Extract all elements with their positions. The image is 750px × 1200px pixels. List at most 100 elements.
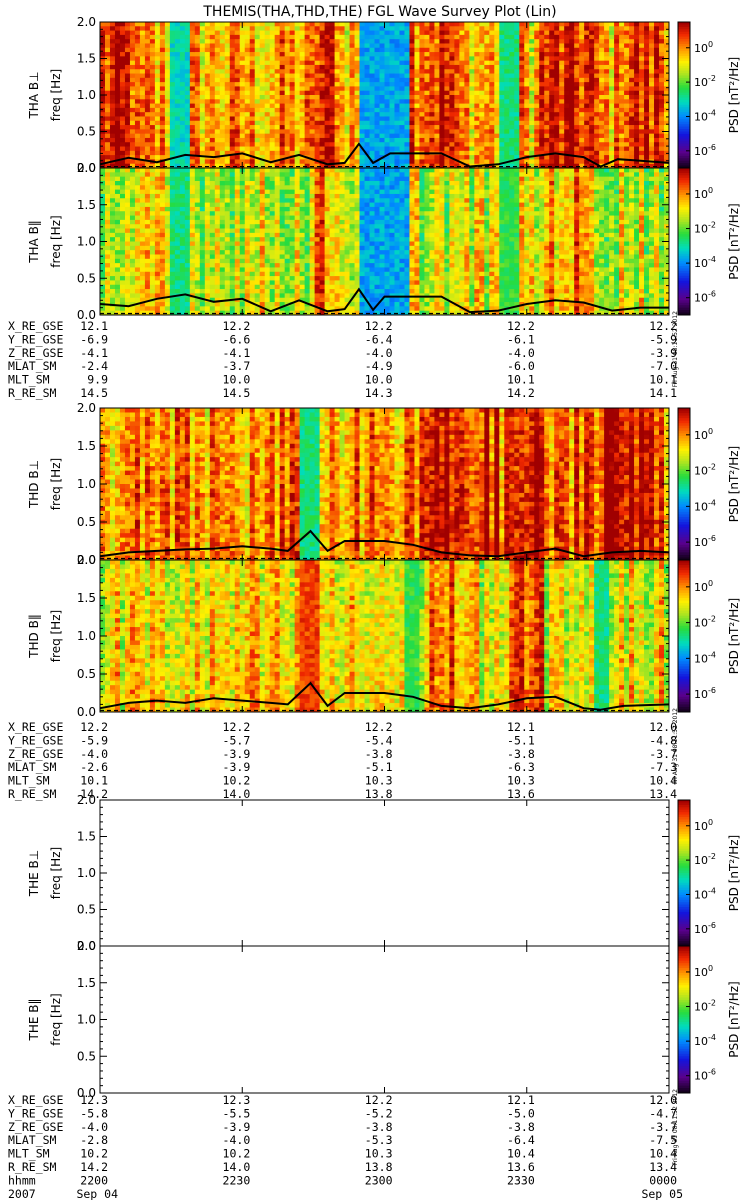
spectrogram-cell — [109, 293, 116, 299]
spectrogram-cell — [624, 142, 630, 147]
spectrogram-cell — [654, 137, 660, 143]
spectrogram-cell — [374, 99, 380, 104]
spectrogram-cell — [339, 103, 345, 109]
spectrogram-cell — [449, 64, 455, 70]
spectrogram-cell — [129, 73, 136, 79]
spectrogram-cell — [129, 120, 136, 126]
spectrogram-cell — [494, 137, 500, 143]
spectrogram-cell — [449, 95, 455, 100]
spectrogram-cell — [174, 112, 181, 117]
spectrogram-cell — [239, 39, 246, 44]
spectrogram-cell — [294, 39, 301, 44]
spectrogram-cell — [159, 137, 166, 143]
spectrogram-cell — [294, 77, 301, 83]
spectrogram-cell — [654, 26, 660, 31]
spectrogram-cell — [234, 146, 241, 152]
spectrogram-cell — [449, 52, 455, 57]
spectrogram-cell — [434, 22, 440, 27]
spectrogram-cell — [234, 163, 241, 169]
spectrogram-cell — [219, 34, 226, 40]
spectrogram-cell — [309, 69, 316, 74]
spectrogram-cell — [349, 73, 355, 79]
spectrogram-cell — [644, 56, 650, 62]
spectrogram-cell — [369, 47, 375, 53]
spectrogram-cell — [654, 43, 660, 49]
spectrogram-cell — [119, 52, 126, 57]
spectrogram-cell — [179, 163, 186, 169]
spectrogram-cell — [399, 52, 405, 57]
spectrogram-cell — [624, 146, 630, 152]
spectrogram-cell — [184, 267, 191, 273]
spectrogram-cell — [404, 103, 410, 109]
spectrogram-cell — [419, 112, 425, 117]
spectrogram-cell — [224, 258, 231, 264]
spectrogram-cell — [594, 107, 600, 113]
spectrogram-cell — [354, 155, 360, 160]
spectrogram-cell — [324, 107, 330, 113]
spectrogram-cell — [204, 245, 211, 251]
spectrogram-cell — [234, 39, 241, 44]
spectrogram-cell — [459, 142, 465, 147]
spectrogram-cell — [139, 146, 146, 152]
spectrogram-cell — [584, 95, 590, 100]
spectrogram-cell — [444, 86, 450, 92]
spectrogram-cell — [149, 150, 156, 156]
spectrogram-cell — [234, 211, 241, 216]
spectrogram-cell — [329, 137, 335, 143]
spectrogram-cell — [449, 47, 455, 53]
spectrogram-cell — [469, 95, 475, 100]
spectrogram-cell — [224, 271, 231, 277]
spectrogram-cell — [489, 146, 495, 152]
spectrogram-cell — [479, 60, 485, 66]
spectrogram-cell — [404, 39, 410, 44]
spectrogram-cell — [504, 64, 510, 70]
spectrogram-cell — [524, 150, 530, 156]
spectrogram-cell — [199, 289, 206, 294]
spectrogram-cell — [304, 116, 311, 122]
colorbar-segment — [678, 119, 690, 123]
spectrogram-cell — [484, 125, 490, 130]
spectrogram-cell — [504, 99, 510, 104]
spectrogram-cell — [219, 129, 226, 135]
spectrogram-cell — [134, 43, 141, 49]
spectrogram-cell — [324, 116, 330, 122]
spectrogram-cell — [149, 232, 156, 238]
spectrogram-cell — [559, 86, 565, 92]
spectrogram-cell — [109, 185, 116, 191]
spectrogram-cell — [100, 64, 106, 70]
spectrogram-cell — [109, 280, 116, 286]
spectrogram-cell — [114, 271, 121, 277]
spectrogram-cell — [509, 107, 515, 113]
spectrogram-cell — [249, 64, 256, 70]
spectrogram-cell — [159, 69, 166, 74]
spectrogram-cell — [574, 69, 580, 74]
spectrogram-cell — [164, 69, 171, 74]
spectrogram-cell — [124, 206, 131, 212]
spectrogram-cell — [169, 280, 176, 286]
spectrogram-cell — [469, 34, 475, 40]
spectrogram-cell — [554, 43, 560, 49]
spectrogram-cell — [219, 150, 226, 156]
spectrogram-cell — [524, 86, 530, 92]
spectrogram-cell — [194, 224, 201, 229]
spectrogram-cell — [289, 64, 296, 70]
spectrogram-cell — [279, 56, 286, 62]
spectrogram-cell — [164, 302, 171, 307]
spectrogram-cell — [239, 159, 246, 165]
spectrogram-cell — [219, 176, 226, 182]
spectrogram-cell — [279, 146, 286, 152]
spectrogram-cell — [459, 159, 465, 165]
spectrogram-cell — [100, 280, 106, 286]
spectrogram-cell — [294, 64, 301, 70]
spectrogram-cell — [134, 241, 141, 247]
spectrogram-cell — [354, 39, 360, 44]
spectrogram-cell — [209, 237, 216, 242]
spectrogram-cell — [569, 142, 575, 147]
spectrogram-cell — [549, 129, 555, 135]
spectrogram-cell — [569, 56, 575, 62]
spectrogram-cell — [359, 82, 365, 87]
spectrogram-cell — [629, 60, 635, 66]
spectrogram-cell — [189, 202, 196, 208]
spectrogram-cell — [344, 52, 350, 57]
spectrogram-cell — [269, 120, 276, 126]
